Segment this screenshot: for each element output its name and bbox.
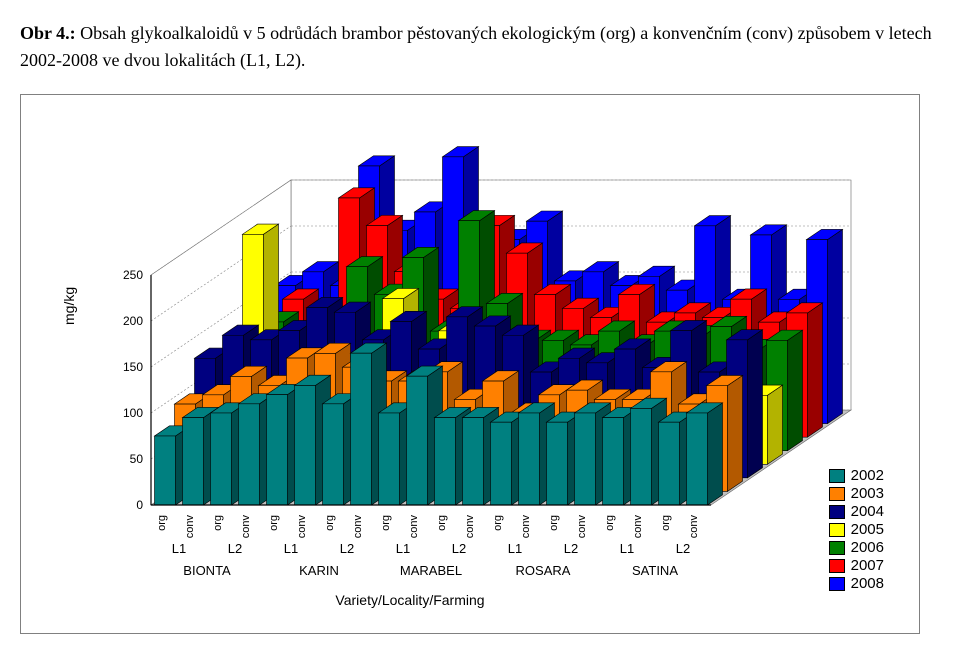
legend-label: 2006: [851, 539, 884, 556]
svg-text:250: 250: [123, 268, 143, 282]
svg-text:SATINA: SATINA: [632, 563, 678, 578]
legend-swatch: [829, 523, 845, 537]
svg-text:L1: L1: [172, 541, 186, 556]
legend-swatch: [829, 559, 845, 573]
legend-item: 2005: [829, 521, 884, 538]
svg-text:org: org: [436, 515, 448, 531]
svg-text:L1: L1: [396, 541, 410, 556]
svg-text:org: org: [660, 515, 672, 531]
svg-text:ROSARA: ROSARA: [516, 563, 571, 578]
svg-text:BIONTA: BIONTA: [183, 563, 231, 578]
svg-text:org: org: [268, 515, 280, 531]
svg-text:conv: conv: [184, 515, 196, 539]
svg-text:L2: L2: [564, 541, 578, 556]
bar-chart-3d: 0 50 100 150 200 250 org conv org conv org conv org c…: [51, 125, 891, 615]
legend-label: 2005: [851, 521, 884, 538]
legend-swatch: [829, 487, 845, 501]
figure-caption: Obr 4.: Obsah glykoalkaloidů v 5 odrůdác…: [20, 20, 940, 74]
legend-label: 2002: [851, 467, 884, 484]
legend-item: 2008: [829, 575, 884, 592]
svg-text:org: org: [492, 515, 504, 531]
svg-text:org: org: [156, 515, 168, 531]
svg-text:conv: conv: [632, 515, 644, 539]
legend-item: 2006: [829, 539, 884, 556]
svg-text:org: org: [548, 515, 560, 531]
svg-text:L2: L2: [452, 541, 466, 556]
svg-text:150: 150: [123, 360, 143, 374]
svg-text:100: 100: [123, 406, 143, 420]
svg-text:conv: conv: [352, 515, 364, 539]
svg-text:50: 50: [130, 452, 144, 466]
svg-text:conv: conv: [408, 515, 420, 539]
svg-text:org: org: [604, 515, 616, 531]
legend-item: 2004: [829, 503, 884, 520]
legend-label: 2007: [851, 557, 884, 574]
svg-text:conv: conv: [576, 515, 588, 539]
caption-prefix: Obr 4.:: [20, 23, 76, 43]
svg-text:org: org: [380, 515, 392, 531]
legend-label: 2003: [851, 485, 884, 502]
svg-text:L2: L2: [228, 541, 242, 556]
legend-swatch: [829, 469, 845, 483]
caption-text: Obsah glykoalkaloidů v 5 odrůdách brambo…: [20, 23, 932, 70]
svg-text:L1: L1: [508, 541, 522, 556]
legend-label: 2004: [851, 503, 884, 520]
svg-text:L2: L2: [340, 541, 354, 556]
svg-text:0: 0: [136, 498, 143, 512]
svg-text:org: org: [212, 515, 224, 531]
svg-text:MARABEL: MARABEL: [400, 563, 462, 578]
legend-item: 2007: [829, 557, 884, 574]
legend-label: 2008: [851, 575, 884, 592]
legend-swatch: [829, 577, 845, 591]
svg-text:L1: L1: [284, 541, 298, 556]
svg-text:200: 200: [123, 314, 143, 328]
svg-text:conv: conv: [688, 515, 700, 539]
y-axis-label: mg/kg: [61, 287, 77, 325]
svg-text:org: org: [324, 515, 336, 531]
chart-frame: 0 50 100 150 200 250 org conv org conv org conv org c…: [20, 94, 920, 634]
svg-text:L2: L2: [676, 541, 690, 556]
legend: 2002200320042005200620072008: [829, 466, 884, 593]
x-axis-label: Variety/Locality/Farming: [51, 592, 769, 608]
legend-swatch: [829, 505, 845, 519]
legend-item: 2002: [829, 467, 884, 484]
svg-text:conv: conv: [464, 515, 476, 539]
svg-text:L1: L1: [620, 541, 634, 556]
legend-swatch: [829, 541, 845, 555]
svg-text:KARIN: KARIN: [299, 563, 339, 578]
svg-text:conv: conv: [240, 515, 252, 539]
chart-area: 0 50 100 150 200 250 org conv org conv org conv org c…: [51, 125, 889, 613]
svg-text:conv: conv: [296, 515, 308, 539]
legend-item: 2003: [829, 485, 884, 502]
svg-text:conv: conv: [520, 515, 532, 539]
